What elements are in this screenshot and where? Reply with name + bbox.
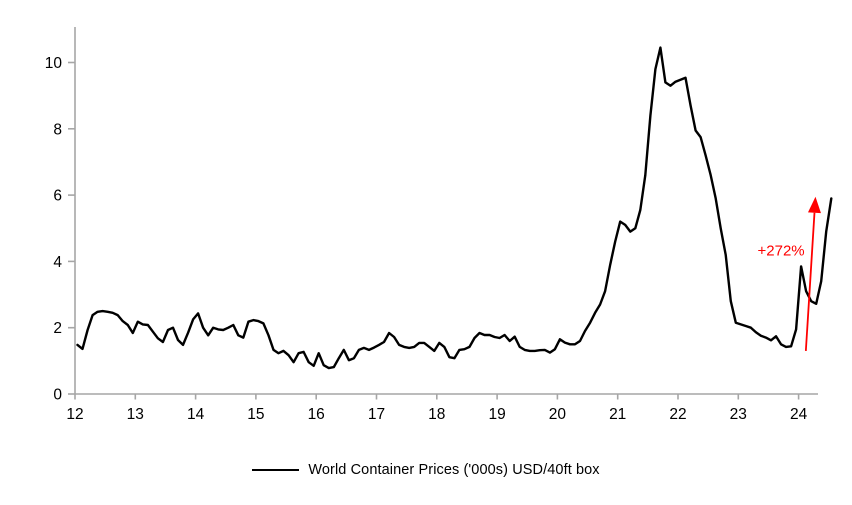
x-tick-label: 14 (187, 406, 205, 423)
x-tick-label: 21 (609, 406, 626, 423)
x-tick-label: 20 (549, 406, 567, 423)
x-tick-label: 22 (669, 406, 686, 423)
y-tick-label: 6 (53, 188, 62, 205)
chart-legend: World Container Prices ('000s) USD/40ft … (0, 462, 852, 478)
y-tick-label: 4 (53, 254, 62, 271)
y-tick-label: 10 (45, 55, 63, 72)
x-tick-label: 23 (730, 406, 747, 423)
x-tick-label: 13 (127, 406, 144, 423)
x-tick-label: 24 (790, 406, 808, 423)
legend-label: World Container Prices ('000s) USD/40ft … (308, 462, 600, 478)
y-tick-label: 8 (53, 121, 62, 138)
y-tick-label: 0 (53, 387, 62, 404)
x-tick-label: 19 (488, 406, 505, 423)
x-tick-label: 18 (428, 406, 445, 423)
price-line (76, 46, 833, 370)
x-tick-label: 12 (66, 406, 83, 423)
x-tick-label: 16 (308, 406, 325, 423)
annotation-label: +272% (758, 242, 805, 259)
legend-line-swatch (252, 469, 300, 471)
y-tick-label: 2 (53, 320, 62, 337)
x-tick-label: 15 (247, 406, 264, 423)
x-tick-label: 17 (368, 406, 385, 423)
annotation-arrow-line (804, 212, 816, 351)
annotation-arrowhead (807, 196, 821, 214)
